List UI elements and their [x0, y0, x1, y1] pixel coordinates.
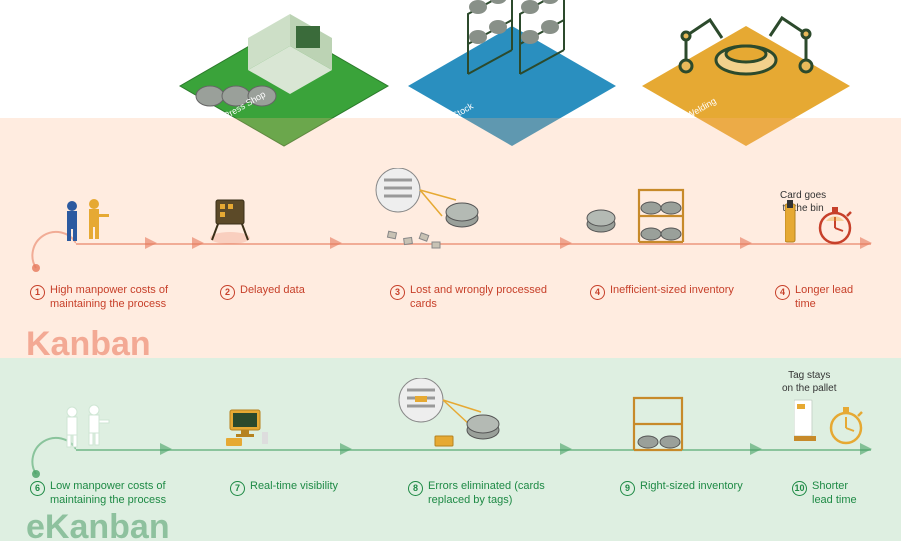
arrow-head-icon [750, 443, 762, 455]
ekanban-flow [30, 418, 871, 480]
kanban-workers-icon [58, 196, 112, 244]
arrow-head-icon [192, 237, 204, 249]
arrow-head-icon [340, 443, 352, 455]
ekanban-caption-3: 8Errors eliminated (cards replaced by ta… [408, 480, 568, 508]
kanban-band: Card goesto the bin [0, 118, 901, 358]
ekanban-caption-5: 10Shorter lead time [792, 480, 871, 508]
ekanban-caption-4: 9Right-sized inventory [620, 480, 743, 495]
arrow-head-icon [330, 237, 342, 249]
ekanban-note: Tag stayson the pallet [782, 370, 837, 395]
kanban-caption-4: 4Inefficient-sized inventory [590, 284, 734, 299]
ekanban-title: eKanban [26, 508, 170, 547]
arrow-head-icon [145, 237, 157, 249]
kanban-flow [30, 212, 871, 274]
ekanban-workers-icon [58, 402, 112, 450]
ekanban-caption-1: 6Low manpower costs of maintaining the p… [30, 480, 190, 508]
kanban-cards-icon [370, 168, 490, 258]
ekanban-tags-icon [395, 378, 505, 462]
ekanban-caption-2: 7Real-time visibility [230, 480, 338, 495]
ekanban-inventory-icon [630, 394, 690, 454]
kanban-caption-1: 1High manpower costs of maintaining the … [30, 284, 190, 312]
ekanban-monitor-icon [224, 408, 272, 450]
arrow-head-icon [740, 237, 752, 249]
ekanban-pallet-icon [794, 398, 866, 454]
arrow-head-icon [860, 237, 872, 249]
arrow-head-icon [560, 237, 572, 249]
kanban-inventory-icon [585, 186, 695, 250]
kanban-bin-icon [785, 200, 855, 250]
arrow-head-icon [560, 443, 572, 455]
ekanban-band: Tag stayson the pallet [0, 358, 901, 541]
kanban-caption-5: 4Longer lead time [775, 284, 871, 312]
arrow-head-icon [160, 443, 172, 455]
kanban-caption-3: 3Lost and wrongly processed cards [390, 284, 550, 312]
kanban-board-icon [208, 198, 252, 244]
kanban-caption-2: 2Delayed data [220, 284, 305, 299]
